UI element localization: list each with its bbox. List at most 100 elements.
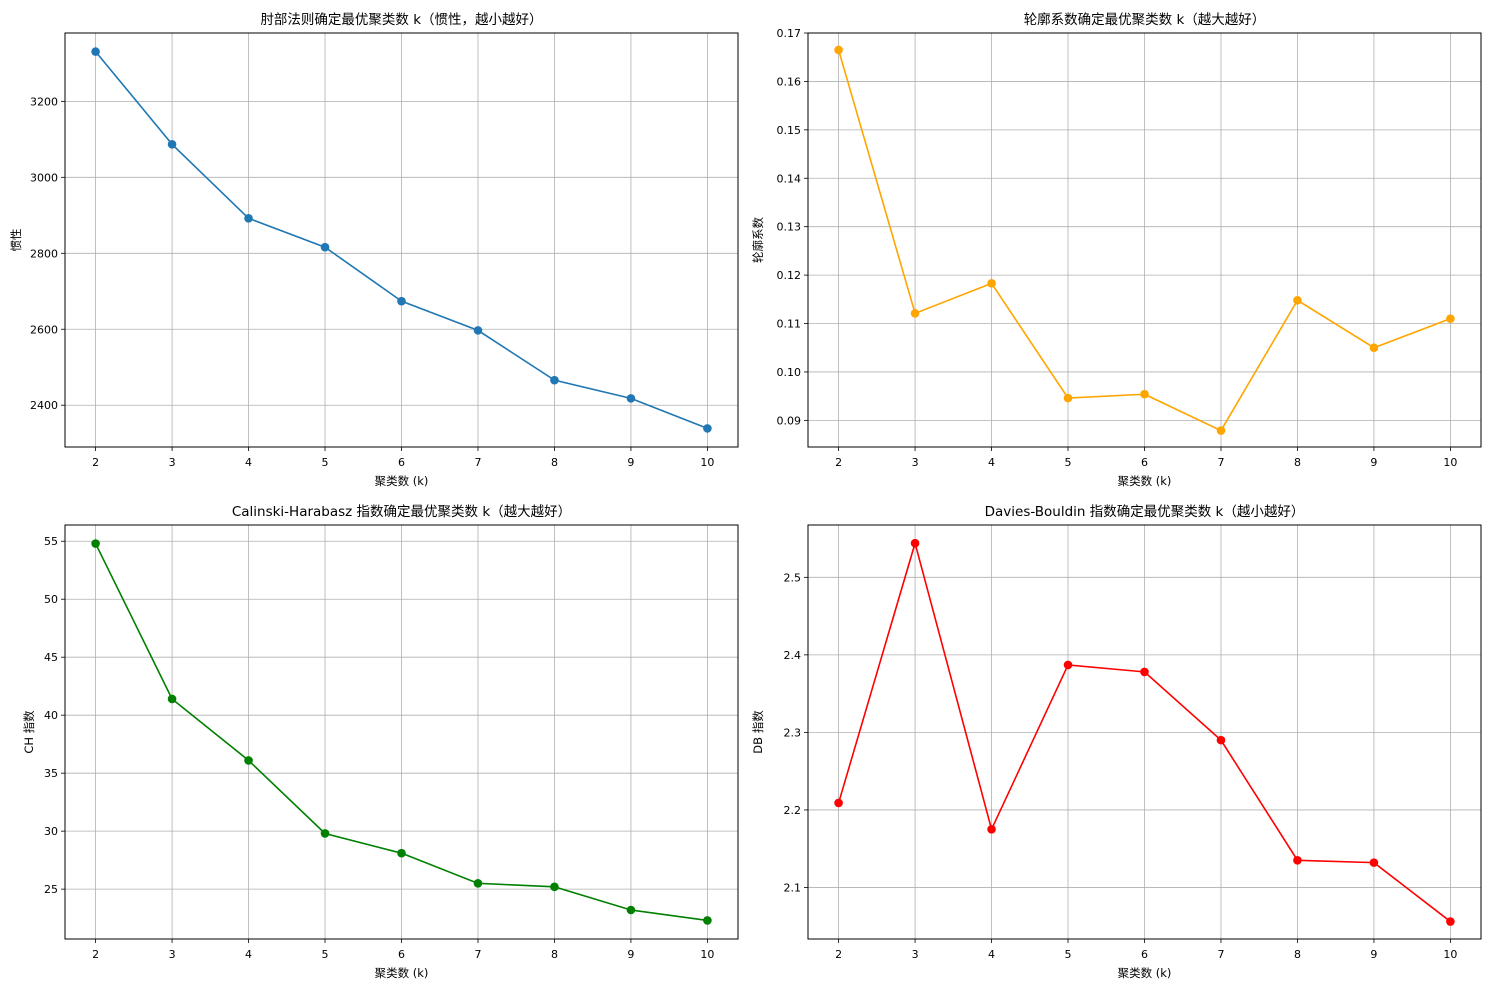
data-point-marker bbox=[320, 829, 330, 838]
data-point-marker bbox=[1063, 393, 1073, 403]
y-tick-label: 2.4 bbox=[784, 649, 802, 662]
data-point-marker bbox=[1293, 856, 1302, 865]
y-tick-label: 0.10 bbox=[777, 366, 802, 379]
y-axis-ticks: 2.1 2.2 2.3 2.4 2.5 bbox=[784, 571, 808, 894]
grid-lines bbox=[65, 33, 738, 447]
x-tick-label: 6 bbox=[398, 948, 405, 961]
chart-title: Calinski-Harabasz 指数确定最优聚类数 k（越大越好） bbox=[232, 504, 571, 520]
x-tick-label: 7 bbox=[474, 456, 481, 469]
calinski-harabasz-chart: 2 3 4 5 6 7 8 9 1025303540455055Calinski-Harabas… bbox=[22, 504, 739, 980]
series-markers bbox=[834, 538, 1455, 926]
y-tick-label: 3000 bbox=[30, 171, 58, 184]
x-tick-label: 6 bbox=[1141, 948, 1148, 961]
y-tick-label: 2.2 bbox=[784, 804, 802, 817]
y-tick-label: 0.12 bbox=[777, 269, 802, 282]
y-axis-label: 轮廓系数 bbox=[751, 217, 765, 263]
chart-title: 肘部法则确定最优聚类数 k（惯性，越小越好） bbox=[260, 11, 542, 28]
x-tick-label: 2 bbox=[92, 948, 99, 961]
x-tick-label: 10 bbox=[1443, 456, 1457, 469]
x-tick-label: 2 bbox=[92, 456, 99, 469]
y-tick-label: 55 bbox=[44, 535, 58, 548]
data-point-marker bbox=[244, 756, 253, 765]
data-point-marker bbox=[626, 394, 636, 403]
data-point-marker bbox=[987, 824, 996, 834]
series-markers bbox=[91, 47, 712, 433]
data-point-marker bbox=[1446, 917, 1455, 926]
data-point-marker bbox=[397, 848, 406, 858]
x-tick-label: 5 bbox=[322, 948, 329, 961]
y-tick-label: 25 bbox=[44, 883, 58, 896]
data-point-marker bbox=[91, 47, 100, 56]
x-tick-label: 3 bbox=[912, 948, 919, 961]
x-tick-label: 3 bbox=[169, 456, 176, 469]
davies-bouldin-chart: 2 3 4 5 6 7 8 9 10 2.1 2.2 2.3 2.4 2.5 Davies-Bouldin … bbox=[751, 504, 1482, 980]
y-tick-label: 3200 bbox=[30, 95, 58, 108]
data-point-marker bbox=[1293, 295, 1302, 305]
data-point-marker bbox=[1216, 426, 1226, 435]
y-tick-label: 2.5 bbox=[784, 571, 802, 584]
y-tick-label: 0.09 bbox=[777, 414, 802, 427]
x-tick-label: 8 bbox=[551, 456, 558, 469]
x-axis-ticks: 2 3 4 5 6 7 8 9 10 bbox=[92, 939, 714, 961]
data-point-marker bbox=[397, 296, 406, 306]
y-tick-label: 0.17 bbox=[777, 27, 802, 40]
y-tick-label: 2800 bbox=[30, 247, 58, 260]
data-point-marker bbox=[167, 694, 177, 704]
x-tick-label: 3 bbox=[169, 948, 176, 961]
x-tick-label: 10 bbox=[700, 948, 714, 961]
data-point-marker bbox=[473, 326, 483, 335]
x-axis-ticks: 2 3 4 5 6 7 8 9 10 bbox=[835, 939, 1457, 961]
y-tick-label: 35 bbox=[44, 767, 58, 780]
y-tick-label: 2.3 bbox=[784, 726, 802, 739]
series-markers bbox=[834, 45, 1455, 435]
grid-lines bbox=[808, 525, 1481, 939]
x-tick-label: 8 bbox=[1294, 948, 1301, 961]
y-tick-label: 40 bbox=[44, 709, 58, 722]
data-point-marker bbox=[910, 309, 920, 318]
y-tick-label: 2600 bbox=[30, 323, 58, 336]
x-tick-label: 10 bbox=[700, 456, 714, 469]
data-point-marker bbox=[910, 538, 920, 548]
x-tick-label: 9 bbox=[627, 948, 634, 961]
data-point-marker bbox=[1063, 660, 1073, 670]
data-point-marker bbox=[473, 879, 483, 888]
x-tick-label: 4 bbox=[988, 948, 995, 961]
data-point-marker bbox=[167, 139, 177, 149]
y-tick-label: 45 bbox=[44, 651, 58, 664]
x-tick-label: 7 bbox=[1217, 456, 1224, 469]
x-tick-label: 6 bbox=[398, 456, 405, 469]
chart-title: Davies-Bouldin 指数确定最优聚类数 k（越小越好） bbox=[985, 504, 1305, 520]
y-axis-label: 惯性 bbox=[9, 229, 23, 252]
y-axis-ticks: 2400 2600 2800 3000 3200 bbox=[30, 95, 65, 412]
grid-lines bbox=[808, 32, 1481, 447]
x-tick-label: 5 bbox=[1065, 456, 1072, 469]
y-tick-label: 0.16 bbox=[777, 75, 802, 88]
data-point-marker bbox=[1369, 343, 1379, 353]
data-point-marker bbox=[91, 539, 100, 548]
y-tick-label: 2.1 bbox=[784, 881, 802, 894]
x-tick-label: 2 bbox=[835, 456, 842, 469]
x-tick-label: 4 bbox=[245, 456, 252, 469]
data-point-marker bbox=[1216, 735, 1226, 745]
x-tick-label: 7 bbox=[1217, 948, 1224, 961]
data-point-marker bbox=[703, 424, 712, 433]
x-tick-label: 3 bbox=[912, 456, 919, 469]
silhouette-chart: 2 3 4 5 6 7 8 9 100.090.100.110.120.130.140.150.… bbox=[751, 11, 1482, 488]
data-point-marker bbox=[1369, 858, 1379, 867]
y-tick-label: 0.13 bbox=[777, 221, 802, 234]
x-tick-label: 8 bbox=[551, 948, 558, 961]
y-tick-label: 0.15 bbox=[777, 124, 802, 137]
x-axis-ticks: 2 3 4 5 6 7 8 9 10 bbox=[92, 447, 714, 469]
series-markers bbox=[91, 539, 712, 925]
x-tick-label: 2 bbox=[835, 948, 842, 961]
x-axis-label: 聚类数 (k) bbox=[1118, 474, 1172, 488]
x-tick-label: 9 bbox=[627, 456, 634, 469]
chart-title: 轮廓系数确定最优聚类数 k（越大越好） bbox=[1024, 11, 1266, 28]
grid-lines bbox=[65, 525, 738, 939]
x-tick-label: 10 bbox=[1443, 948, 1457, 961]
data-point-marker bbox=[834, 798, 843, 808]
x-tick-label: 5 bbox=[1065, 948, 1072, 961]
data-point-marker bbox=[1446, 314, 1455, 323]
